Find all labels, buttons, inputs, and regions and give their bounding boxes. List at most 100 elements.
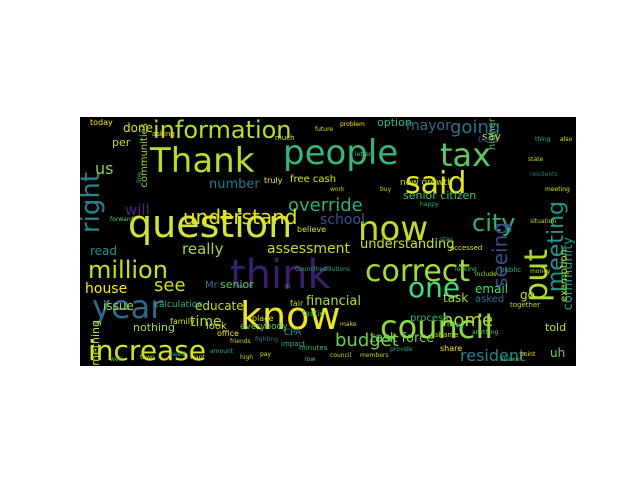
cloud-word: uh [550, 346, 566, 360]
cloud-word: override [288, 195, 363, 216]
cloud-word: financial [306, 294, 361, 309]
cloud-word: amount [210, 348, 234, 355]
cloud-word: question [128, 202, 293, 246]
cloud-word: know [240, 294, 341, 338]
cloud-word: option [377, 117, 412, 129]
cloud-word: information [153, 117, 292, 144]
cloud-word: everybody [240, 322, 288, 332]
cloud-word: forward [110, 216, 134, 223]
cloud-word: Thank [150, 141, 255, 181]
cloud-word: million [88, 256, 168, 284]
cloud-word: stay [440, 236, 453, 243]
cloud-word: time [190, 314, 222, 330]
cloud-word: something [89, 320, 102, 366]
cloud-word: looking [455, 266, 477, 273]
cloud-word: also [560, 136, 573, 143]
cloud-word: council [330, 352, 352, 359]
word-cloud: think question know people tax now Thank counci… [80, 117, 576, 366]
cloud-word: make [340, 321, 357, 328]
cloud-word: need [170, 351, 185, 358]
cloud-word: will [125, 201, 150, 219]
cloud-word: assessment [267, 241, 350, 257]
cloud-word: look [206, 321, 227, 332]
cloud-word: task [443, 291, 469, 305]
cloud-word: believe [297, 225, 327, 234]
cloud-word: going [450, 117, 501, 138]
cloud-word: increase [88, 334, 207, 366]
cloud-word: number [209, 177, 260, 192]
cloud-word: line [136, 172, 143, 183]
cloud-word: council [380, 308, 494, 346]
cloud-word: anything [472, 329, 499, 336]
cloud-word: new growth [400, 178, 453, 188]
cloud-word: educate [195, 299, 244, 313]
cloud-word: high [240, 354, 254, 361]
cloud-word: said [405, 166, 467, 201]
cloud-word: include [475, 271, 497, 278]
cloud-word: shame [435, 331, 459, 339]
cloud-word: much [275, 134, 295, 142]
cloud-word: per [112, 136, 131, 149]
cloud-word: process [410, 313, 449, 324]
cloud-word: impact [281, 340, 306, 348]
cloud-word: public [500, 266, 522, 274]
cloud-word: truly [264, 176, 283, 185]
cloud-word: year [92, 288, 164, 326]
cloud-word: want [190, 354, 205, 361]
cloud-word: family [170, 317, 195, 326]
cloud-word: future [315, 126, 334, 133]
cloud-word: friends [230, 338, 251, 345]
cloud-word: fighting [255, 336, 279, 343]
cloud-word: city [472, 209, 516, 237]
cloud-word: resident [460, 346, 526, 365]
cloud-word: tax [440, 136, 492, 174]
cloud-word: seeing [488, 222, 512, 288]
cloud-word: answer [500, 356, 522, 363]
cloud-word: understand [183, 205, 298, 229]
cloud-word: house [85, 281, 128, 297]
cloud-word: office [217, 329, 239, 338]
cloud-word: senior citizen [403, 189, 477, 202]
cloud-word: asked [475, 294, 505, 305]
cloud-word: people [283, 133, 399, 173]
cloud-word: tactic [302, 309, 325, 318]
cloud-word: residents [530, 171, 558, 178]
cloud-word: task force [370, 331, 435, 346]
cloud-word: think [230, 252, 331, 298]
cloud-word: minutes [299, 344, 328, 352]
cloud-word: nothing [133, 321, 175, 334]
cloud-word: thing [535, 136, 551, 143]
cloud-word: senior [220, 278, 254, 291]
cloud-word: understanding [360, 237, 455, 252]
cloud-word: together [510, 301, 541, 309]
cloud-word: meeting [545, 186, 570, 193]
cloud-word: share [440, 344, 463, 353]
cloud-word: done [123, 121, 153, 135]
cloud-word: school [320, 212, 365, 228]
cloud-word: CPA [284, 328, 302, 338]
cloud-word: Councilresolutions [295, 266, 351, 273]
cloud-word: home [442, 310, 494, 331]
cloud-word: happy [420, 201, 439, 208]
cloud-word: calculation [154, 300, 203, 310]
cloud-word: one [408, 271, 461, 304]
cloud-word: money [530, 268, 551, 275]
cloud-word: back [478, 135, 498, 144]
cloud-word: members [360, 352, 389, 359]
cloud-word: easy [447, 321, 464, 329]
cloud-word: see [154, 275, 186, 296]
cloud-word: place [252, 314, 274, 323]
cloud-word: right [80, 172, 106, 234]
cloud-word: read [90, 244, 118, 258]
cloud-word: buy [380, 186, 392, 193]
cloud-word: situation [530, 218, 557, 225]
cloud-word: fair [290, 299, 304, 308]
cloud-word: mayor [406, 118, 451, 134]
cloud-word: point [520, 351, 536, 358]
cloud-word: work [330, 186, 345, 193]
cloud-word: asking [152, 130, 175, 138]
cloud-word: issue [103, 299, 134, 313]
cloud-word: well [110, 356, 122, 363]
cloud-word: provide [390, 346, 413, 353]
cloud-word: today [90, 118, 113, 127]
